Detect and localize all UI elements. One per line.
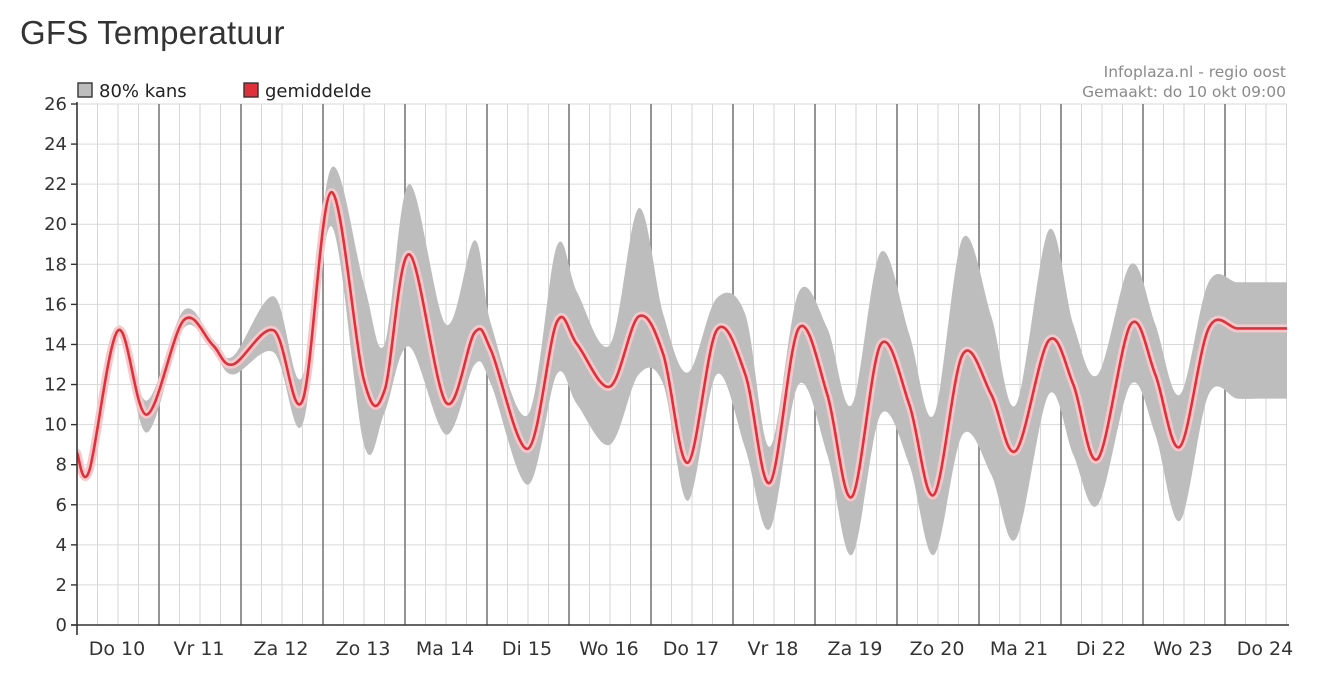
minor-gridlines [77,103,1287,625]
legend-swatch [77,82,93,98]
x-day-label: Di 15 [502,638,552,660]
y-tick-label: 24 [44,134,67,155]
y-tick-label: 6 [56,495,67,516]
x-day-label: Do 10 [89,638,145,660]
x-day-label: Zo 20 [910,638,965,660]
x-day-label: Do 24 [1237,638,1293,660]
y-tick-label: 18 [44,254,67,275]
legend-label: gemiddelde [265,81,371,102]
mean-line [77,188,1287,502]
x-day-label: Vr 11 [173,638,224,660]
x-day-label: Wo 16 [579,638,639,660]
y-tick-label: 20 [44,214,67,235]
x-day-label: Di 22 [1076,638,1126,660]
y-tick-label: 0 [56,615,67,636]
legend-label: 80% kans [99,81,187,102]
confidence-band [77,166,1287,555]
y-tick-label: 2 [56,575,67,596]
made-timestamp: Gemaakt: do 10 okt 09:00 [1082,83,1286,101]
page-title: GFS Temperatuur [20,14,285,51]
legend: 80% kans gemiddelde [77,81,371,102]
x-axis-day-labels: Do 10 Vr 11 Za 12 Zo 13 Ma 14 Di 15 Wo 16 Do 17… [89,638,1293,660]
y-tick-label: 14 [44,334,67,355]
y-tick-label: 22 [44,174,67,195]
y-tick-label: 10 [44,415,67,436]
band-80-percent [77,166,1287,555]
x-day-label: Ma 21 [990,638,1048,660]
x-day-label: Za 19 [828,638,883,660]
x-day-label: Zo 13 [336,638,391,660]
x-day-label: Za 12 [254,638,309,660]
y-tick-label: 12 [44,375,67,396]
axes [71,102,1289,635]
x-day-label: Vr 18 [747,638,798,660]
legend-swatch [243,82,259,98]
source-info: Infoplaza.nl - regio oost Gemaakt: do 10… [1082,63,1286,101]
y-tick-label: 4 [56,535,67,556]
mean-line-path [77,190,1287,499]
x-day-label: Wo 23 [1153,638,1213,660]
y-tick-label: 8 [56,455,67,476]
x-day-label: Do 17 [663,638,719,660]
y-tick-label: 16 [44,294,67,315]
y-tick-label: 26 [44,94,67,115]
source-label: Infoplaza.nl - regio oost [1104,63,1286,81]
x-day-label: Ma 14 [416,638,474,660]
